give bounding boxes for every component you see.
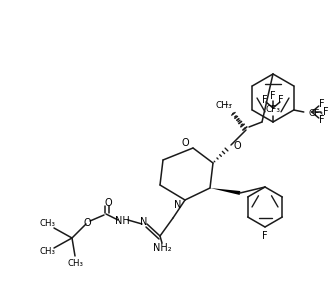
Text: CF₃: CF₃ <box>265 106 281 115</box>
Text: F: F <box>262 95 268 105</box>
Text: O: O <box>233 141 241 151</box>
Text: N: N <box>174 200 181 210</box>
Text: ···: ··· <box>222 100 234 110</box>
Text: O: O <box>181 138 189 148</box>
Text: CH₃: CH₃ <box>40 219 56 228</box>
Text: NH: NH <box>115 216 129 226</box>
Text: F: F <box>319 115 325 125</box>
Text: CH₃: CH₃ <box>40 248 56 257</box>
Text: NH₂: NH₂ <box>153 243 171 253</box>
Text: O: O <box>83 218 91 228</box>
Text: F: F <box>262 231 268 241</box>
Text: CH₃: CH₃ <box>67 260 83 269</box>
Text: CH₃: CH₃ <box>216 101 232 111</box>
Text: F: F <box>278 95 284 105</box>
Text: N: N <box>140 217 148 227</box>
Text: CF₃: CF₃ <box>308 109 323 118</box>
Text: O: O <box>104 198 112 208</box>
Text: F: F <box>319 99 325 109</box>
Polygon shape <box>210 188 240 195</box>
Text: F: F <box>270 91 276 101</box>
Text: F: F <box>323 107 329 117</box>
